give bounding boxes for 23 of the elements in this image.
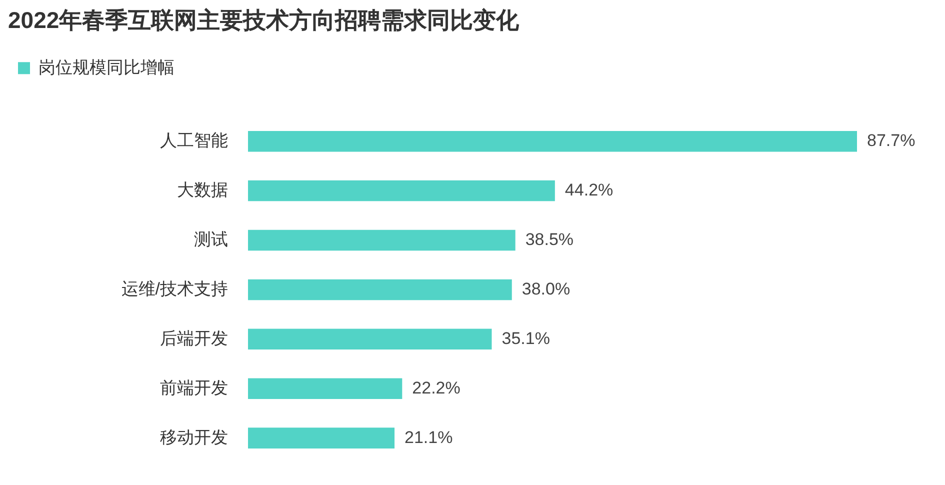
bar <box>248 130 857 152</box>
data-label: 38.5% <box>525 230 574 249</box>
y-tick-label: 大数据 <box>177 180 228 200</box>
bar <box>248 378 402 399</box>
data-label: 87.7% <box>867 131 916 150</box>
bar <box>248 428 395 448</box>
data-label: 35.1% <box>502 328 550 348</box>
data-label: 22.2% <box>412 378 460 398</box>
data-label: 21.1% <box>404 428 453 447</box>
chart-title: 2022年春季互联网主要技术方向招聘需求同比变化 <box>8 7 520 34</box>
y-tick-label: 运维/技术支持 <box>121 279 228 298</box>
data-label: 44.2% <box>564 180 614 200</box>
y-tick-label: 后端开发 <box>160 328 228 348</box>
bar <box>248 180 555 202</box>
y-tick-label: 测试 <box>194 230 228 249</box>
legend-label: 岗位规模同比增幅 <box>38 58 174 77</box>
y-tick-label: 前端开发 <box>160 378 228 398</box>
y-tick-label: 人工智能 <box>160 131 228 150</box>
data-label: 38.0% <box>522 279 570 298</box>
bar <box>248 279 512 300</box>
bar <box>248 230 516 251</box>
bar <box>248 328 492 350</box>
y-tick-label: 移动开发 <box>160 428 228 447</box>
